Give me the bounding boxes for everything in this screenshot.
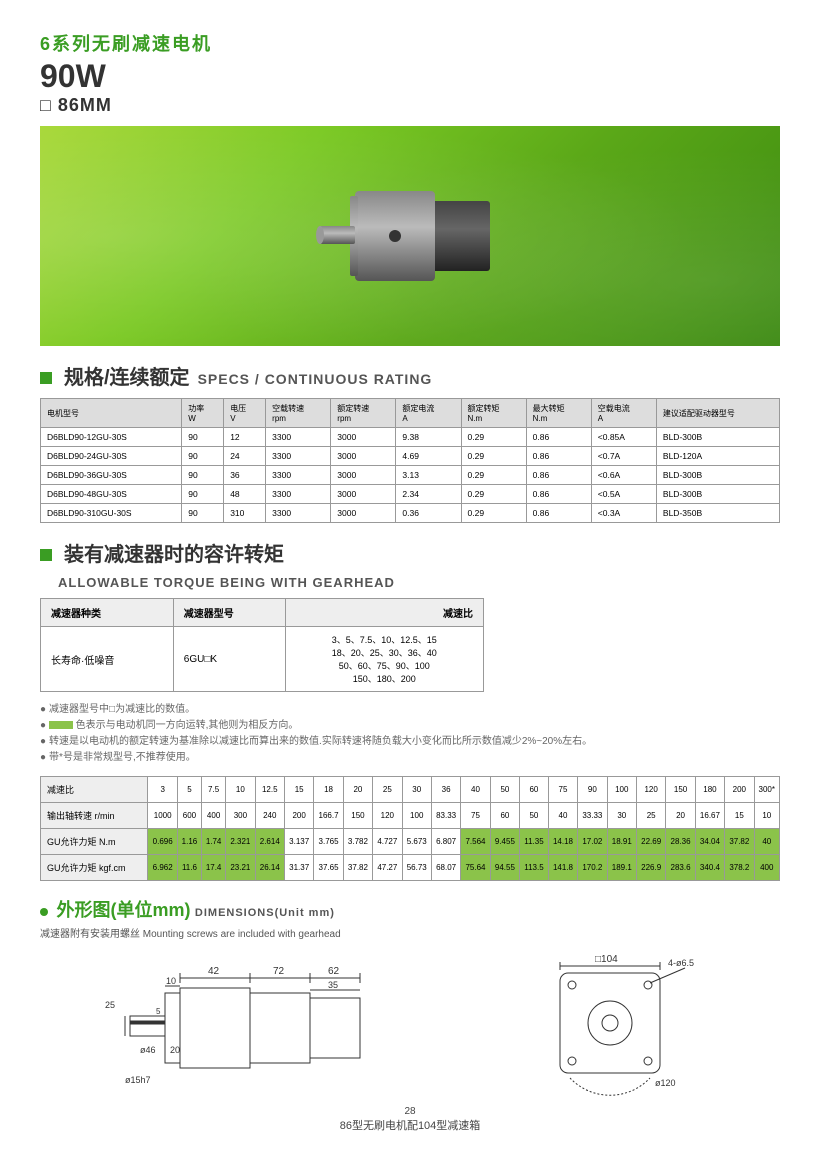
specs-col: 空载电流 A xyxy=(591,399,656,428)
specs-row: D6BLD90-24GU-30S9024330030004.690.290.86… xyxy=(41,447,780,466)
gearhead-type: 长寿命·低噪音 xyxy=(41,627,174,692)
page-number: 28 xyxy=(40,1106,780,1117)
specs-title-en: SPECS / CONTINUOUS RATING xyxy=(198,371,433,387)
ratio-table: 减速比357.51012.515182025303640506075901001… xyxy=(40,776,780,881)
ratio-row: 输出轴转速 r/min1000600400300240200166.715012… xyxy=(41,803,780,829)
svg-text:5: 5 xyxy=(156,1007,161,1016)
gearhead-ratios: 3、5、7.5、10、12.5、15 18、20、25、30、36、40 50、… xyxy=(285,627,483,692)
dimensions-section: 外形图(单位mm) DIMENSIONS(Unit mm) 减速器附有安装用螺丝… xyxy=(40,896,780,1098)
svg-text:72: 72 xyxy=(273,966,285,977)
specs-col: 额定电流 A xyxy=(396,399,461,428)
specs-col: 最大转矩 N.m xyxy=(526,399,591,428)
footer-text: 86型无刷电机配104型减速箱 xyxy=(40,1117,780,1133)
note-3: 转速是以电动机的额定转速为基准除以减速比而算出来的数值.实际转速将随负载大小变化… xyxy=(40,734,780,750)
specs-section-title: 规格/连续额定 SPECS / CONTINUOUS RATING xyxy=(40,361,780,390)
green-swatch-icon xyxy=(49,721,73,729)
page-footer: 28 86型无刷电机配104型减速箱 xyxy=(40,1106,780,1133)
front-drawing: □104 4-ø6.5 ø120 xyxy=(510,948,730,1098)
side-drawing: 42 72 62 10 35 25 ø46 20 ø15h7 5 xyxy=(90,948,390,1098)
power-rating: 90W xyxy=(40,58,780,95)
svg-text:35: 35 xyxy=(328,980,338,990)
dims-title-row: 外形图(单位mm) DIMENSIONS(Unit mm) xyxy=(40,896,780,922)
svg-text:4-ø6.5: 4-ø6.5 xyxy=(668,958,694,968)
svg-text:10: 10 xyxy=(166,976,176,986)
specs-col: 建议适配驱动器型号 xyxy=(656,399,779,428)
page-header: 6系列无刷减速电机 90W □ 86MM xyxy=(40,30,780,116)
series-title: 6系列无刷减速电机 xyxy=(40,30,780,56)
frame-size: □ 86MM xyxy=(40,95,780,116)
ratio-row: 减速比357.51012.515182025303640506075901001… xyxy=(41,777,780,803)
note-2: ● 色表示与电动机同一方向运转,其他则为相反方向。 xyxy=(40,718,780,734)
specs-col: 空载转速 rpm xyxy=(266,399,331,428)
specs-col: 额定转速 rpm xyxy=(331,399,396,428)
specs-table: 电机型号功率 W电压 V空载转速 rpm额定转速 rpm额定电流 A额定转矩 N… xyxy=(40,398,780,523)
svg-text:ø46: ø46 xyxy=(140,1045,156,1055)
gearhead-col3: 减速比 xyxy=(285,599,483,627)
motor-illustration xyxy=(300,166,520,306)
specs-row: D6BLD90-36GU-30S9036330030003.130.290.86… xyxy=(41,466,780,485)
gearhead-model: 6GU□K xyxy=(173,627,285,692)
specs-row: D6BLD90-48GU-30S9048330030002.340.290.86… xyxy=(41,485,780,504)
gearhead-col1: 减速器种类 xyxy=(41,599,174,627)
specs-col: 功率 W xyxy=(182,399,224,428)
drawings-row: 42 72 62 10 35 25 ø46 20 ø15h7 5 □104 xyxy=(40,948,780,1098)
dims-title-en: DIMENSIONS(Unit mm) xyxy=(195,907,335,919)
svg-text:□104: □104 xyxy=(595,954,618,965)
ratio-row: GU允许力矩 N.m0.6961.161.742.3212.6143.1373.… xyxy=(41,829,780,855)
ratio-row: GU允许力矩 kgf.cm6.96211.617.423.2126.1431.3… xyxy=(41,855,780,881)
specs-row: D6BLD90-12GU-30S9012330030009.380.290.86… xyxy=(41,428,780,447)
specs-col: 额定转矩 N.m xyxy=(461,399,526,428)
specs-row: D6BLD90-310GU-30S90310330030000.360.290.… xyxy=(41,504,780,523)
svg-text:25: 25 xyxy=(105,1000,115,1010)
note-1: 减速器型号中□为减速比的数值。 xyxy=(40,702,780,718)
torque-title-cn: 装有减速器时的容许转矩 xyxy=(64,538,284,567)
notes-block: 减速器型号中□为减速比的数值。 ● 色表示与电动机同一方向运转,其他则为相反方向… xyxy=(40,702,780,766)
dims-note: 减速器附有安装用螺丝 Mounting screws are included … xyxy=(40,925,780,940)
svg-text:42: 42 xyxy=(208,966,220,977)
gearhead-table: 减速器种类 减速器型号 减速比 长寿命·低噪音 6GU□K 3、5、7.5、10… xyxy=(40,598,484,692)
bullet-icon xyxy=(40,908,48,916)
specs-col: 电机型号 xyxy=(41,399,182,428)
specs-title-cn: 规格/连续额定 xyxy=(64,361,190,390)
torque-title-en: ALLOWABLE TORQUE BEING WITH GEARHEAD xyxy=(58,575,780,590)
note-4: 带*号是非常规型号,不推荐使用。 xyxy=(40,750,780,766)
hero-image xyxy=(40,126,780,346)
gearhead-col2: 减速器型号 xyxy=(173,599,285,627)
svg-text:20: 20 xyxy=(170,1045,180,1055)
svg-text:62: 62 xyxy=(328,966,340,977)
torque-section-title: 装有减速器时的容许转矩 xyxy=(40,538,780,567)
specs-col: 电压 V xyxy=(224,399,266,428)
svg-text:ø120: ø120 xyxy=(655,1078,676,1088)
svg-text:ø15h7: ø15h7 xyxy=(125,1075,151,1085)
dims-title-cn: 外形图(单位mm) xyxy=(56,900,190,920)
square-bullet-icon xyxy=(40,549,52,561)
square-bullet-icon xyxy=(40,372,52,384)
